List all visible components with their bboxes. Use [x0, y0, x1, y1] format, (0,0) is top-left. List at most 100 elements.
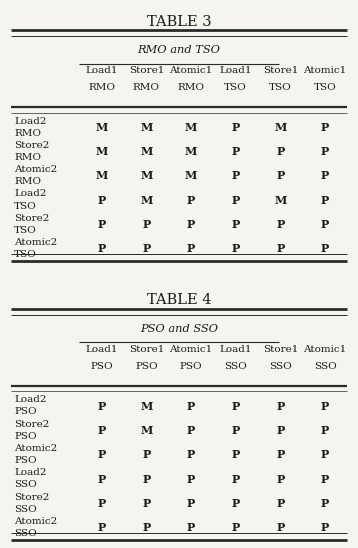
Text: Store1: Store1: [129, 345, 164, 354]
Text: P: P: [321, 122, 329, 133]
Text: Atomic1: Atomic1: [169, 66, 213, 75]
Text: Load2: Load2: [14, 190, 47, 198]
Text: RMO: RMO: [133, 83, 160, 92]
Text: RMO and TSO: RMO and TSO: [137, 45, 221, 55]
Text: TSO: TSO: [14, 202, 37, 210]
Text: P: P: [232, 146, 240, 157]
Text: SSO: SSO: [224, 362, 247, 371]
Text: Atomic1: Atomic1: [304, 345, 347, 354]
Text: M: M: [185, 170, 197, 181]
Text: Load2: Load2: [14, 395, 47, 404]
Text: Load1: Load1: [86, 66, 118, 75]
Text: Load1: Load1: [86, 345, 118, 354]
Text: P: P: [187, 401, 195, 412]
Text: P: P: [97, 195, 106, 206]
Text: Store2: Store2: [14, 141, 49, 150]
Text: PSO: PSO: [180, 362, 202, 371]
Text: RMO: RMO: [14, 177, 41, 186]
Text: Store1: Store1: [263, 345, 298, 354]
Text: P: P: [142, 522, 150, 533]
Text: TSO: TSO: [269, 83, 292, 92]
Text: Atomic1: Atomic1: [169, 345, 213, 354]
Text: Store1: Store1: [263, 66, 298, 75]
Text: P: P: [97, 473, 106, 484]
Text: P: P: [276, 522, 285, 533]
Text: P: P: [321, 473, 329, 484]
Text: P: P: [321, 425, 329, 436]
Text: P: P: [276, 243, 285, 254]
Text: RMO: RMO: [178, 83, 204, 92]
Text: Store2: Store2: [14, 214, 49, 222]
Text: Atomic2: Atomic2: [14, 444, 57, 453]
Text: P: P: [276, 498, 285, 509]
Text: Store2: Store2: [14, 493, 49, 501]
Text: P: P: [276, 401, 285, 412]
Text: SSO: SSO: [269, 362, 292, 371]
Text: P: P: [187, 219, 195, 230]
Text: M: M: [274, 122, 286, 133]
Text: Load1: Load1: [219, 66, 252, 75]
Text: M: M: [185, 122, 197, 133]
Text: PSO: PSO: [90, 362, 113, 371]
Text: P: P: [232, 243, 240, 254]
Text: RMO: RMO: [14, 153, 41, 162]
Text: P: P: [97, 522, 106, 533]
Text: RMO: RMO: [14, 129, 41, 138]
Text: M: M: [140, 401, 153, 412]
Text: P: P: [97, 449, 106, 460]
Text: TSO: TSO: [14, 250, 37, 259]
Text: Load2: Load2: [14, 117, 47, 125]
Text: SSO: SSO: [14, 481, 37, 489]
Text: Store2: Store2: [14, 420, 49, 429]
Text: P: P: [142, 473, 150, 484]
Text: P: P: [276, 219, 285, 230]
Text: P: P: [276, 425, 285, 436]
Text: P: P: [232, 425, 240, 436]
Text: PSO: PSO: [135, 362, 158, 371]
Text: P: P: [232, 449, 240, 460]
Text: M: M: [96, 122, 108, 133]
Text: P: P: [276, 473, 285, 484]
Text: TSO: TSO: [14, 226, 37, 235]
Text: P: P: [232, 195, 240, 206]
Text: P: P: [97, 219, 106, 230]
Text: P: P: [232, 473, 240, 484]
Text: P: P: [321, 170, 329, 181]
Text: Load2: Load2: [14, 469, 47, 477]
Text: Atomic1: Atomic1: [304, 66, 347, 75]
Text: P: P: [321, 243, 329, 254]
Text: P: P: [321, 195, 329, 206]
Text: P: P: [232, 170, 240, 181]
Text: Store1: Store1: [129, 66, 164, 75]
Text: M: M: [96, 146, 108, 157]
Text: PSO and SSO: PSO and SSO: [140, 324, 218, 334]
Text: P: P: [232, 122, 240, 133]
Text: P: P: [97, 425, 106, 436]
Text: P: P: [276, 449, 285, 460]
Text: P: P: [187, 425, 195, 436]
Text: P: P: [187, 449, 195, 460]
Text: P: P: [232, 498, 240, 509]
Text: P: P: [321, 498, 329, 509]
Text: P: P: [187, 473, 195, 484]
Text: TSO: TSO: [314, 83, 337, 92]
Text: P: P: [232, 401, 240, 412]
Text: P: P: [321, 401, 329, 412]
Text: Atomic2: Atomic2: [14, 517, 57, 526]
Text: Atomic2: Atomic2: [14, 165, 57, 174]
Text: PSO: PSO: [14, 408, 37, 416]
Text: P: P: [142, 219, 150, 230]
Text: PSO: PSO: [14, 456, 37, 465]
Text: P: P: [321, 522, 329, 533]
Text: M: M: [140, 425, 153, 436]
Text: P: P: [321, 146, 329, 157]
Text: TABLE 3: TABLE 3: [147, 14, 211, 28]
Text: Atomic2: Atomic2: [14, 238, 57, 247]
Text: PSO: PSO: [14, 432, 37, 441]
Text: SSO: SSO: [314, 362, 337, 371]
Text: M: M: [140, 170, 153, 181]
Text: M: M: [96, 170, 108, 181]
Text: M: M: [274, 195, 286, 206]
Text: P: P: [321, 219, 329, 230]
Text: M: M: [140, 195, 153, 206]
